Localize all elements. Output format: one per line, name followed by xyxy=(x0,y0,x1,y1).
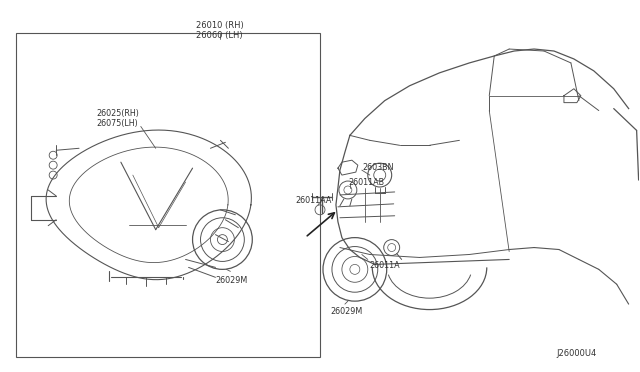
Text: 26075(LH): 26075(LH) xyxy=(96,119,138,128)
Text: 26010 (RH): 26010 (RH) xyxy=(196,21,243,30)
Text: 26011AB: 26011AB xyxy=(348,178,384,187)
Text: 26011A: 26011A xyxy=(370,262,401,270)
Bar xyxy=(17,33,320,357)
Text: 26025(RH): 26025(RH) xyxy=(96,109,139,118)
Text: 26029M: 26029M xyxy=(330,307,362,316)
Text: 26060 (LH): 26060 (LH) xyxy=(196,31,242,40)
Text: 26011AA: 26011AA xyxy=(295,196,332,205)
Text: J26000U4: J26000U4 xyxy=(556,349,596,358)
Text: 26029M: 26029M xyxy=(216,276,248,285)
Text: 2603BN: 2603BN xyxy=(363,163,394,172)
